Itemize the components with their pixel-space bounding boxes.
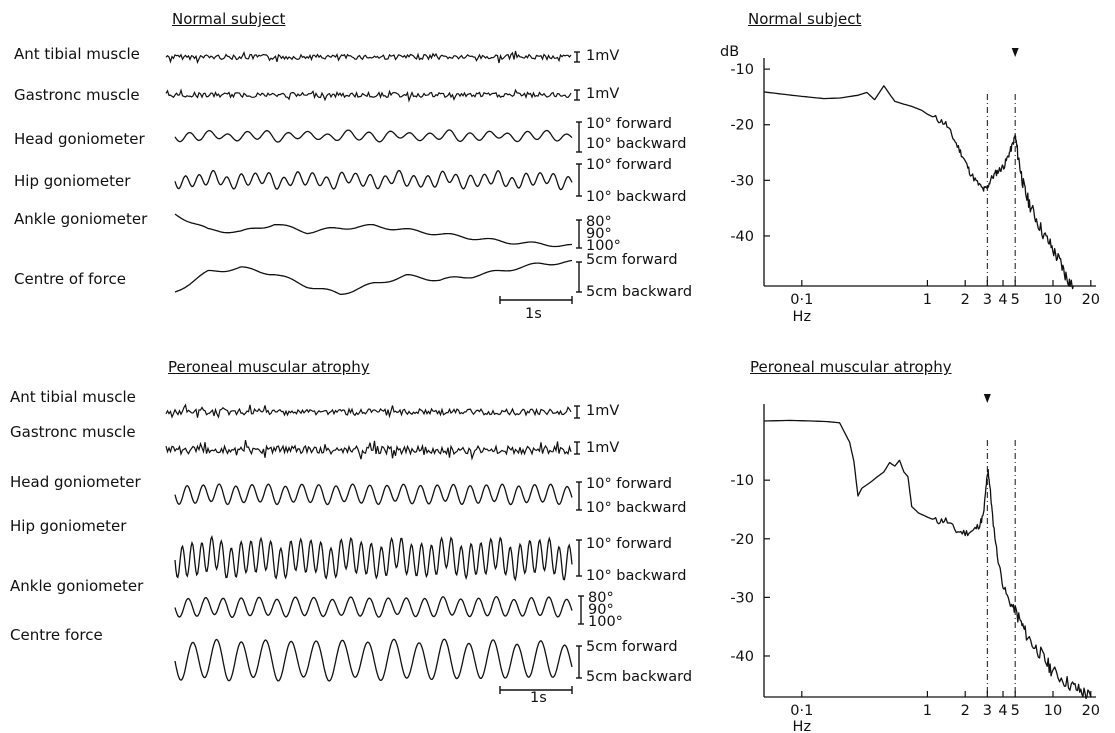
hip-goniometer-trace bbox=[174, 535, 573, 582]
y-tick-label: -40 bbox=[730, 649, 754, 665]
scale-label: 5cm forward bbox=[586, 252, 678, 268]
scale-label: 10° forward bbox=[586, 157, 672, 173]
x-tick-label: 4 bbox=[998, 292, 1007, 308]
x-tick-label: 5 bbox=[1011, 703, 1020, 719]
spectrum-line bbox=[763, 85, 1074, 290]
scale-label: 1mV bbox=[586, 403, 620, 419]
x-tick-label: 1 bbox=[923, 292, 932, 308]
trace-label-hip-goniometer: Hip goniometer bbox=[14, 172, 131, 190]
scale-label: 10° backward bbox=[586, 136, 687, 152]
x-tick-label: 5 bbox=[1011, 292, 1020, 308]
emg-trace bbox=[165, 88, 572, 103]
scale-label: 80° bbox=[588, 590, 614, 606]
scale-label: 5cm backward bbox=[586, 669, 693, 685]
panel-title-normal: Normal subject bbox=[172, 10, 286, 28]
spectrum-title-atrophy: Peroneal muscular atrophy bbox=[750, 358, 952, 376]
scale-label: 80° bbox=[586, 214, 612, 230]
trace-label-head-goniometer: Head goniometer bbox=[14, 130, 145, 148]
scale-label: 10° backward bbox=[586, 189, 687, 205]
time-bar-label: 1s bbox=[530, 690, 547, 706]
ankle-goniometer-trace bbox=[174, 213, 572, 248]
scale-label: 1mV bbox=[586, 86, 620, 102]
trace-label-hip-goniometer: Hip goniometer bbox=[10, 517, 127, 535]
trace-label-gastronc: Gastronc muscle bbox=[14, 86, 140, 104]
scale-label: 100° bbox=[586, 238, 621, 254]
scale-label: 10° backward bbox=[586, 500, 687, 516]
y-tick-label: -10 bbox=[730, 62, 754, 78]
scale-label: 10° forward bbox=[586, 476, 672, 492]
scale-label: 5cm backward bbox=[586, 284, 693, 300]
scale-label: 10° forward bbox=[586, 536, 672, 552]
x-tick-label: 3 bbox=[983, 292, 992, 308]
trace-label-ankle-goniometer: Ankle goniometer bbox=[10, 577, 144, 595]
spectrum-title-normal: Normal subject bbox=[748, 10, 862, 28]
x-tick-label: 0·1 bbox=[790, 292, 813, 308]
x-tick-label: 3 bbox=[983, 703, 992, 719]
scale-label: 10° forward bbox=[586, 116, 672, 132]
trace-label-centre-of-force: Centre of force bbox=[14, 270, 126, 288]
x-tick-label: 20 bbox=[1082, 703, 1100, 719]
y-tick-label: -20 bbox=[730, 532, 754, 548]
trace-label-ant-tibial: Ant tibial muscle bbox=[10, 388, 136, 406]
emg-trace bbox=[165, 439, 572, 461]
trace-label-gastronc: Gastronc muscle bbox=[10, 423, 136, 441]
y-tick-label: -40 bbox=[730, 229, 754, 245]
y-axis-label: dB bbox=[720, 44, 740, 60]
peak-arrow bbox=[983, 394, 991, 403]
x-tick-label: 10 bbox=[1044, 703, 1062, 719]
x-axis-label: Hz bbox=[793, 309, 812, 325]
hip-goniometer-trace bbox=[174, 169, 573, 191]
panel-title-atrophy: Peroneal muscular atrophy bbox=[168, 358, 370, 376]
centre-force-trace bbox=[174, 638, 573, 682]
x-tick-label: 20 bbox=[1082, 292, 1100, 308]
spectrum-line bbox=[763, 419, 1092, 700]
x-tick-label: 0·1 bbox=[790, 703, 813, 719]
x-tick-label: 2 bbox=[961, 703, 970, 719]
x-tick-label: 4 bbox=[998, 703, 1007, 719]
ankle-goniometer-trace bbox=[174, 595, 573, 618]
emg-trace bbox=[165, 50, 572, 65]
trace-label-head-goniometer: Head goniometer bbox=[10, 473, 141, 491]
head-goniometer-trace bbox=[174, 129, 573, 143]
scale-label: 1mV bbox=[586, 440, 620, 456]
head-goniometer-trace bbox=[174, 483, 573, 506]
scale-label: 90° bbox=[586, 226, 612, 242]
scale-label: 90° bbox=[588, 602, 614, 618]
scale-label: 5cm forward bbox=[586, 639, 678, 655]
scale-label: 100° bbox=[588, 614, 623, 630]
centre-of-force-trace bbox=[174, 259, 573, 296]
x-tick-label: 10 bbox=[1044, 292, 1062, 308]
y-tick-label: -30 bbox=[730, 590, 754, 606]
time-bar-label: 1s bbox=[525, 306, 542, 322]
y-tick-label: -20 bbox=[730, 118, 754, 134]
trace-label-ant-tibial: Ant tibial muscle bbox=[14, 45, 140, 63]
scale-label: 10° backward bbox=[586, 568, 687, 584]
scale-label: 1mV bbox=[586, 48, 620, 64]
trace-label-centre-force: Centre force bbox=[10, 626, 103, 644]
x-tick-label: 2 bbox=[961, 292, 970, 308]
peak-arrow bbox=[1011, 48, 1019, 57]
x-axis-label: Hz bbox=[793, 719, 812, 733]
x-tick-label: 1 bbox=[923, 703, 932, 719]
y-tick-label: -30 bbox=[730, 173, 754, 189]
y-tick-label: -10 bbox=[730, 473, 754, 489]
emg-trace bbox=[165, 403, 572, 419]
trace-label-ankle-goniometer: Ankle goniometer bbox=[14, 210, 148, 228]
